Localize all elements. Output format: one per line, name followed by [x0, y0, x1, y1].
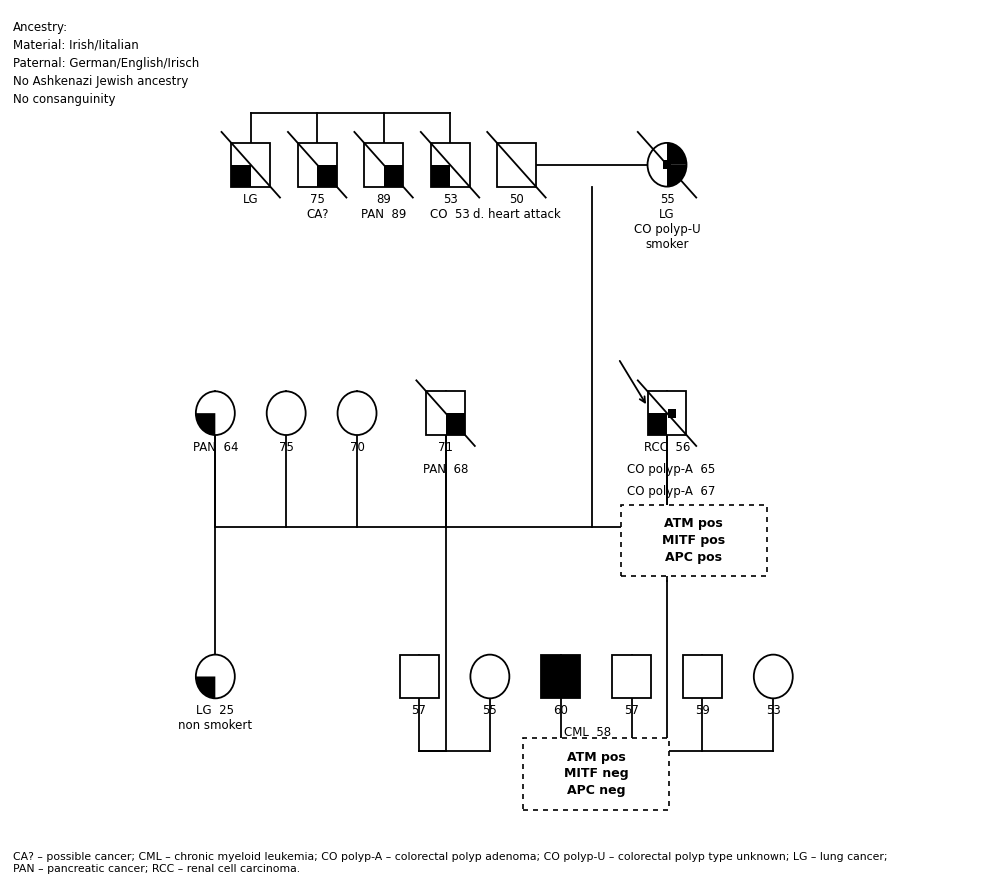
Bar — [648, 413, 667, 435]
Bar — [648, 391, 686, 435]
Text: MITF neg: MITF neg — [564, 767, 628, 781]
Text: 59: 59 — [695, 705, 710, 717]
Circle shape — [648, 143, 686, 186]
Text: 60: 60 — [553, 705, 568, 717]
Bar — [384, 165, 403, 186]
Bar — [497, 143, 536, 186]
Bar — [231, 143, 270, 186]
Text: 57: 57 — [412, 705, 426, 717]
Wedge shape — [667, 143, 686, 165]
Bar — [298, 143, 337, 186]
Bar — [364, 143, 403, 186]
Text: 89
PAN  89: 89 PAN 89 — [361, 192, 406, 221]
Bar — [497, 143, 536, 186]
Bar — [431, 143, 470, 186]
Bar — [400, 654, 439, 698]
Text: CML  58: CML 58 — [564, 726, 611, 739]
Text: PAN  68: PAN 68 — [423, 463, 468, 476]
Text: ATM pos: ATM pos — [664, 517, 723, 530]
Bar — [683, 654, 722, 698]
FancyBboxPatch shape — [523, 738, 669, 810]
Text: RCC  56: RCC 56 — [644, 441, 690, 454]
Bar — [431, 165, 450, 186]
Circle shape — [267, 391, 306, 435]
Circle shape — [196, 654, 235, 698]
Text: MITF pos: MITF pos — [662, 534, 725, 547]
Text: LG  25
non smokert: LG 25 non smokert — [178, 705, 252, 732]
Bar — [648, 391, 686, 435]
Bar — [431, 143, 470, 186]
Bar — [298, 143, 337, 186]
Bar — [317, 165, 337, 186]
FancyBboxPatch shape — [621, 504, 767, 576]
Circle shape — [470, 654, 509, 698]
Text: 53: 53 — [766, 705, 781, 717]
Bar — [541, 654, 580, 698]
Bar — [426, 391, 465, 435]
Text: 75: 75 — [279, 441, 294, 454]
Text: CO polyp-A  74: CO polyp-A 74 — [627, 507, 716, 519]
Text: Ancestry:
Material: Irish/Iitalian
Paternal: German/English/Irisch
No Ashkenazi : Ancestry: Material: Irish/Iitalian Pater… — [13, 20, 200, 106]
Text: 70: 70 — [350, 441, 364, 454]
Bar — [446, 413, 465, 435]
Text: 75
CA?: 75 CA? — [306, 192, 328, 221]
Text: 55: 55 — [483, 705, 497, 717]
Bar — [612, 654, 651, 698]
Bar — [541, 654, 580, 698]
Text: CO polyp-A  67: CO polyp-A 67 — [627, 485, 716, 498]
Text: 57: 57 — [624, 705, 639, 717]
Text: 55
LG
CO polyp-U
smoker: 55 LG CO polyp-U smoker — [634, 192, 700, 251]
Circle shape — [338, 391, 377, 435]
Wedge shape — [196, 413, 215, 435]
Text: 53
CO  53: 53 CO 53 — [430, 192, 470, 221]
Circle shape — [196, 391, 235, 435]
Text: 50
d. heart attack: 50 d. heart attack — [473, 192, 560, 221]
Text: CO polyp-A  65: CO polyp-A 65 — [627, 463, 716, 476]
Text: PAN  64: PAN 64 — [193, 441, 238, 454]
Bar — [231, 143, 270, 186]
Text: LG: LG — [243, 192, 259, 206]
Bar — [364, 143, 403, 186]
Bar — [400, 654, 439, 698]
Bar — [683, 654, 722, 698]
Wedge shape — [196, 676, 215, 698]
Bar — [668, 409, 676, 418]
Bar — [612, 654, 651, 698]
Text: APC pos: APC pos — [665, 550, 722, 563]
Text: CA? – possible cancer; CML – chronic myeloid leukemia; CO polyp-A – colorectal p: CA? – possible cancer; CML – chronic mye… — [13, 852, 888, 874]
Text: 71: 71 — [438, 441, 453, 454]
Bar — [541, 654, 580, 698]
Wedge shape — [667, 165, 686, 186]
Bar — [663, 161, 671, 170]
Text: ATM pos: ATM pos — [567, 751, 626, 764]
Bar — [231, 165, 251, 186]
Bar — [426, 391, 465, 435]
Circle shape — [754, 654, 793, 698]
Text: APC neg: APC neg — [567, 784, 625, 797]
